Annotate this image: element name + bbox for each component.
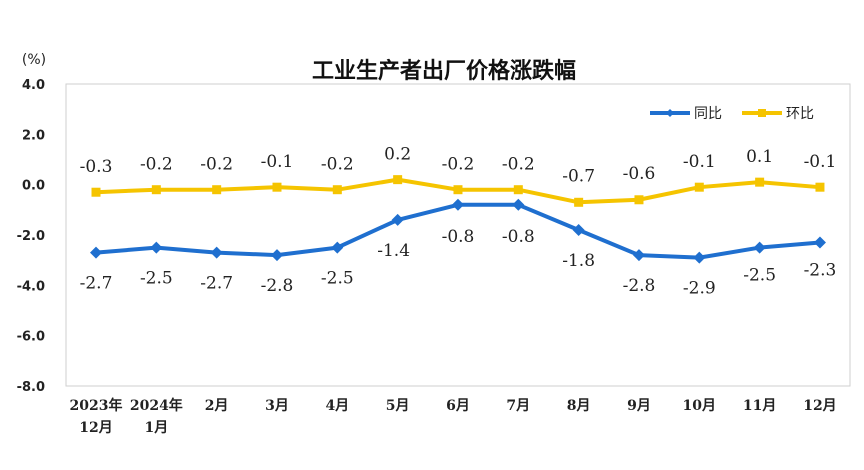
data-label-yoy: -2.8 xyxy=(261,276,294,296)
data-point-marker xyxy=(150,241,163,254)
y-tick-label: 4.0 xyxy=(22,78,45,93)
data-label-mom: -0.7 xyxy=(562,166,595,186)
data-point-marker xyxy=(91,187,101,197)
data-label-yoy: -1.8 xyxy=(562,251,595,271)
data-point-marker xyxy=(512,198,525,211)
x-tick-label: 1月 xyxy=(144,420,168,436)
data-point-marker xyxy=(270,249,283,262)
data-label-yoy: -2.5 xyxy=(140,269,173,289)
data-point-marker xyxy=(332,185,342,195)
data-label-yoy: -2.3 xyxy=(804,261,837,281)
legend-label: 环比 xyxy=(786,106,814,122)
legend-swatch-marker xyxy=(758,109,766,117)
x-tick-label: 3月 xyxy=(265,398,289,414)
data-point-marker xyxy=(755,177,765,187)
x-tick-label: 9月 xyxy=(627,398,651,414)
x-tick-label: 12月 xyxy=(803,398,836,414)
data-point-marker xyxy=(513,185,523,195)
data-point-marker xyxy=(90,246,102,259)
y-axis-unit: (%) xyxy=(22,52,46,68)
data-point-marker xyxy=(694,182,704,192)
data-label-mom: 0.1 xyxy=(746,147,773,167)
x-tick-label: 8月 xyxy=(567,398,591,414)
plot-area-border xyxy=(65,83,851,387)
x-tick-label: 7月 xyxy=(506,398,530,414)
data-point-marker xyxy=(272,182,282,192)
data-label-yoy: -0.8 xyxy=(502,227,535,247)
y-tick-label: -4.0 xyxy=(17,279,45,294)
data-point-marker xyxy=(815,182,825,192)
data-label-mom: -0.3 xyxy=(80,157,113,177)
data-label-mom: -0.2 xyxy=(321,155,354,175)
data-label-yoy: -0.8 xyxy=(442,227,475,247)
x-tick-label: 12月 xyxy=(79,420,112,436)
data-label-mom: -0.6 xyxy=(623,164,656,184)
data-label-mom: 0.2 xyxy=(384,145,411,165)
x-tick-label: 10月 xyxy=(683,398,716,414)
data-label-mom: -0.1 xyxy=(261,152,294,172)
data-point-marker xyxy=(574,197,584,207)
data-label-mom: -0.2 xyxy=(502,155,535,175)
data-label-yoy: -2.8 xyxy=(623,276,656,296)
x-tick-label: 11月 xyxy=(743,398,776,414)
data-point-marker xyxy=(753,241,766,254)
data-point-marker xyxy=(813,236,826,249)
y-axis-ticks: 4.0 2.0 0.0 -2.0 -4.0 -6.0 -8.0 xyxy=(17,78,45,395)
data-label-yoy: -2.9 xyxy=(683,279,716,299)
data-label-yoy: -2.5 xyxy=(743,266,776,286)
series-layer xyxy=(90,175,826,264)
x-tick-label: 6月 xyxy=(446,398,470,414)
x-axis-ticks: 2023年 12月 2024年 1月 2月 3月 4月 5月 6月 7月 8月 9月 10月 11月 12月 xyxy=(70,397,837,436)
legend-item-mom: 环比 xyxy=(742,106,814,122)
data-point-marker xyxy=(151,185,161,195)
legend-swatch-marker xyxy=(666,109,674,117)
x-tick-label: 2024年 xyxy=(130,397,183,414)
data-label-mom: -0.2 xyxy=(200,155,233,175)
data-point-marker xyxy=(210,246,223,259)
y-tick-label: 0.0 xyxy=(22,179,45,194)
y-tick-label: -8.0 xyxy=(17,380,45,395)
chart-title: 工业生产者出厂价格涨跌幅 xyxy=(312,58,576,84)
y-tick-label: -2.0 xyxy=(17,229,45,244)
data-label-yoy: -1.4 xyxy=(377,241,410,261)
data-label-mom: -0.2 xyxy=(442,155,475,175)
data-point-marker xyxy=(212,185,222,195)
x-tick-label: 2023年 xyxy=(70,397,123,414)
data-label-mom: -0.2 xyxy=(140,155,173,175)
data-point-marker xyxy=(391,213,404,226)
data-point-marker xyxy=(453,185,463,195)
x-tick-label: 4月 xyxy=(325,398,349,414)
data-label-mom: -0.1 xyxy=(683,152,716,172)
y-tick-label: 2.0 xyxy=(22,128,45,143)
data-point-marker xyxy=(632,249,645,262)
data-labels-layer: -2.7 -2.5 -2.7 -2.8 -2.5 -1.4 -0.8 -0.8 -1.8 -2.8… xyxy=(80,145,837,299)
data-point-marker xyxy=(572,223,585,236)
legend-item-yoy: 同比 xyxy=(650,106,722,122)
data-point-marker xyxy=(451,198,464,211)
x-tick-label: 5月 xyxy=(386,398,410,414)
data-point-marker xyxy=(393,175,403,185)
y-tick-label: -6.0 xyxy=(17,330,45,345)
data-point-marker xyxy=(634,195,644,205)
data-point-marker xyxy=(693,251,706,264)
data-label-mom: -0.1 xyxy=(804,152,837,172)
x-tick-label: 2月 xyxy=(205,398,229,414)
legend-label: 同比 xyxy=(694,106,722,122)
legend: 同比 环比 xyxy=(650,106,814,122)
data-label-yoy: -2.5 xyxy=(321,269,354,289)
data-label-yoy: -2.7 xyxy=(200,274,233,294)
data-label-yoy: -2.7 xyxy=(80,274,113,294)
data-point-marker xyxy=(331,241,344,254)
